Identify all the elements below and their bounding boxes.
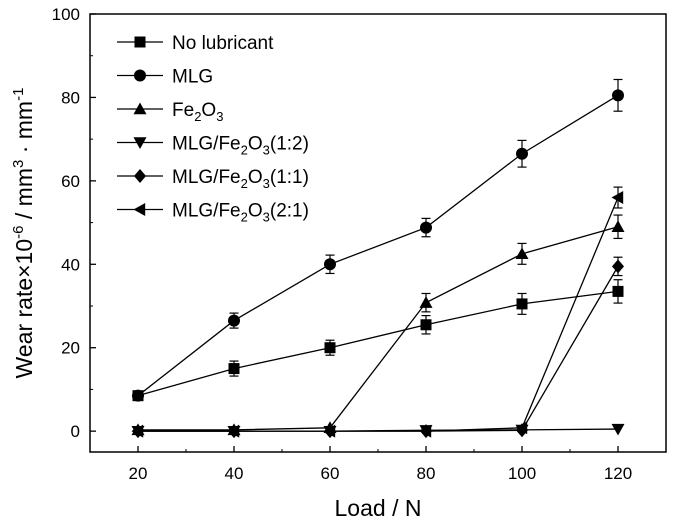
legend-entry-1: No lubricant [117,33,274,54]
data-point [516,147,528,160]
data-point [515,421,528,435]
data-point [228,363,240,375]
data-point [323,424,336,438]
y-axis-title-tail: · mm [11,101,37,160]
y-axis-title-main: Wear rate×10 [11,239,37,379]
legend-marker [134,36,146,48]
legend-entry-6: MLG/Fe2O3(2:1) [117,201,309,225]
data-point [611,423,625,436]
data-point [515,247,529,260]
legend-label: MLG/Fe2O3(1:2) [172,134,309,158]
series-line [138,197,619,432]
data-point [612,285,624,297]
data-point [324,342,336,354]
y-tick-label: 60 [61,172,80,191]
x-tick-label: 60 [321,464,340,483]
series-6 [131,186,624,438]
legend-marker [134,69,146,82]
series-2 [132,78,624,402]
data-point [132,389,144,402]
y-tick-label: 80 [61,88,80,107]
data-point [419,424,432,438]
data-point [227,424,240,438]
y-axis-title-exp1: -6 [10,226,27,239]
data-point [228,314,240,327]
legend: No lubricant MLG Fe2O3 MLG/Fe2O3(1:2) MLG/Fe… [117,33,309,225]
y-axis-title-exp2: 3 [10,160,27,168]
y-axis-title-exp3: -1 [10,88,27,101]
data-point [612,89,624,102]
y-tick-label: 20 [61,339,80,358]
series-line [138,266,619,432]
data-point [324,258,336,271]
series-3 [131,214,625,436]
y-axis-title-mid: / mm [11,168,37,226]
legend-label: Fe2O3 [172,100,223,124]
legend-label: MLG/Fe2O3(2:1) [172,201,309,225]
data-point [611,191,624,205]
data-point [419,296,433,308]
legend-label: No lubricant [172,33,274,54]
legend-label: MLG [172,67,213,88]
x-tick-label: 120 [604,464,632,483]
series-layer [131,78,625,439]
legend-entry-3: Fe2O3 [117,100,223,124]
axis-ticks: 20 40 60 80 100 120 0 20 40 60 80 100 [52,5,633,483]
series-line [137,290,619,397]
legend-label: MLG/Fe2O3(1:1) [172,167,309,191]
legend-marker [133,102,147,115]
series-line [138,226,619,431]
data-point [420,319,432,331]
legend-marker [134,169,146,183]
x-tick-label: 40 [225,464,244,483]
y-axis-title: Wear rate×10-6 / mm3 · mm-1 [10,88,37,379]
series-line [137,94,619,397]
x-tick-label: 100 [508,464,536,483]
legend-entry-5: MLG/Fe2O3(1:1) [117,167,309,191]
y-tick-label: 40 [61,255,80,274]
x-axis-title: Load / N [335,495,422,521]
y-tick-label: 100 [52,5,80,24]
legend-marker [133,203,146,216]
y-tick-label: 0 [71,422,80,441]
series-5 [132,256,624,439]
data-point [420,221,432,234]
data-point [131,424,144,438]
x-tick-label: 80 [417,464,436,483]
legend-marker [133,137,147,149]
x-tick-label: 20 [129,464,148,483]
legend-entry-4: MLG/Fe2O3(1:2) [117,134,309,158]
data-point [612,259,624,274]
data-point [516,298,528,310]
legend-entry-2: MLG [117,67,213,88]
data-point [611,220,625,232]
y-axis-title-group: Wear rate×10-6 / mm3 · mm-1 [10,88,37,379]
